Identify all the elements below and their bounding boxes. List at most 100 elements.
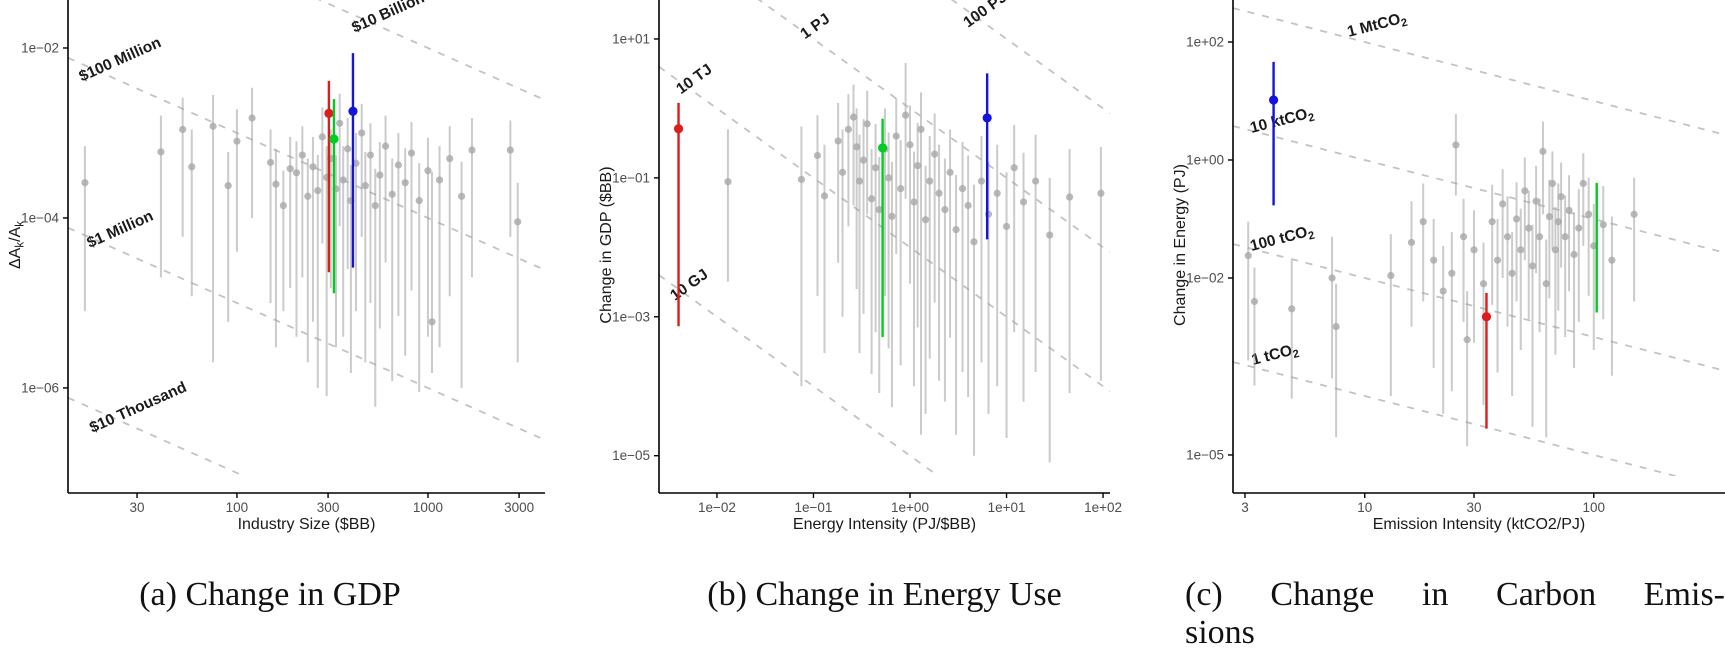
data-point	[1630, 210, 1638, 218]
highlight-points	[673, 73, 992, 338]
y-axis-title: Change in GDP ($BB)	[598, 166, 615, 323]
x-tick-label: 1e+02	[1084, 500, 1122, 515]
caption-c-line1: (c) Change in Carbon Emis-	[1185, 576, 1725, 614]
x-tick-label: 1e−02	[698, 500, 736, 515]
blue-point	[982, 113, 992, 123]
data-point	[901, 111, 910, 119]
data-point	[853, 143, 861, 151]
highlight-points	[1268, 61, 1598, 429]
data-point	[157, 148, 165, 156]
data-point	[352, 159, 360, 167]
ref-line-label: $100 Million	[77, 34, 164, 85]
data-point	[209, 122, 217, 130]
data-point	[179, 125, 187, 134]
reference-lines	[659, 0, 1110, 476]
data-point	[292, 169, 301, 177]
caption-c-word: in	[1421, 576, 1449, 613]
data-point	[875, 205, 883, 214]
data-point	[407, 149, 416, 157]
data-point	[318, 133, 326, 141]
y-tick-label: 1e−06	[21, 380, 59, 395]
x-tick-label: 1e−01	[795, 500, 833, 515]
data-point	[1328, 274, 1336, 282]
ref-line-label: 10 GJ	[667, 266, 711, 304]
data-point	[871, 164, 880, 172]
data-point	[279, 201, 287, 210]
data-point	[1575, 224, 1583, 232]
data-point	[884, 174, 893, 182]
data-point	[361, 182, 369, 190]
x-tick-label: 30	[1467, 500, 1482, 515]
data-point	[1065, 193, 1074, 201]
data-point	[457, 192, 466, 200]
data-point	[266, 158, 275, 167]
red-point	[324, 108, 334, 118]
caption-c-word: Change	[1270, 576, 1375, 613]
data-point	[1419, 218, 1427, 226]
data-point	[977, 177, 986, 185]
data-point	[1517, 246, 1525, 254]
x-axis-title: Emission Intensity (ktCO2/PJ)	[1373, 516, 1586, 533]
data-point	[993, 189, 1001, 197]
ref-line-label: 1 PJ	[797, 10, 833, 42]
chart-canvas: $10 Billion$100 Million$1 Million$10 Tho…	[7, 0, 1725, 533]
data-point	[897, 185, 905, 193]
data-point	[424, 167, 432, 175]
data-point	[188, 163, 196, 171]
data-point	[797, 175, 806, 184]
data-point	[1407, 238, 1416, 247]
y-axis-title: Change in Energy (PJ)	[1172, 164, 1189, 326]
data-point	[892, 132, 900, 140]
data-point	[1452, 141, 1460, 149]
data-point	[224, 182, 232, 190]
data-point	[859, 156, 868, 164]
caption-a-text: (a) Change in GDP	[139, 576, 401, 613]
data-point	[1479, 280, 1488, 288]
data-point	[1521, 187, 1529, 195]
data-point	[1288, 305, 1296, 313]
data-point	[1532, 197, 1540, 205]
panel-a: $10 Billion$100 Million$1 Million$10 Tho…	[7, 0, 545, 533]
reference-lines	[68, 0, 545, 476]
data-point	[931, 150, 939, 158]
data-point	[834, 137, 842, 145]
caption-c: (c) Change in Carbon Emis- sions	[1185, 576, 1725, 651]
x-tick-label: 3	[1241, 500, 1249, 515]
data-point	[914, 162, 922, 170]
data-point	[1448, 269, 1456, 277]
y-tick-label: 1e−05	[612, 448, 650, 463]
data-point	[1508, 269, 1516, 277]
x-axis-title: Industry Size ($BB)	[238, 516, 376, 533]
data-point	[336, 119, 344, 127]
data-point	[1551, 246, 1560, 254]
data-point	[1608, 256, 1616, 264]
data-point	[1542, 280, 1550, 288]
data-point	[813, 151, 822, 160]
data-point	[298, 151, 306, 159]
x-tick-label: 300	[317, 500, 340, 515]
x-tick-label: 100	[1583, 500, 1606, 515]
y-tick-label: 1e+01	[612, 31, 650, 46]
reference-lines	[1233, 7, 1725, 476]
data-point	[1512, 215, 1521, 223]
data-point	[1097, 189, 1105, 197]
data-point	[233, 137, 241, 145]
data-point	[1250, 297, 1259, 306]
ref-line-label: $10 Thousand	[87, 379, 189, 437]
data-point	[1554, 218, 1562, 226]
blue-point	[348, 106, 358, 116]
x-tick-label: 30	[130, 500, 145, 515]
data-point	[906, 141, 914, 149]
caption-c-line2: sions	[1185, 614, 1255, 651]
blue-point	[1268, 95, 1279, 105]
data-point	[1503, 233, 1512, 241]
data-point	[1430, 256, 1438, 264]
data-point	[388, 190, 396, 198]
x-tick-label: 10	[1357, 500, 1372, 515]
data-point	[1548, 179, 1557, 188]
data-point	[1599, 221, 1607, 229]
caption-b-text: (b) Change in Energy Use	[707, 576, 1062, 613]
caption-c-word: (c)	[1185, 576, 1223, 613]
ref-line-label: 100 tCO2​	[1248, 222, 1316, 257]
data-point	[946, 168, 954, 176]
